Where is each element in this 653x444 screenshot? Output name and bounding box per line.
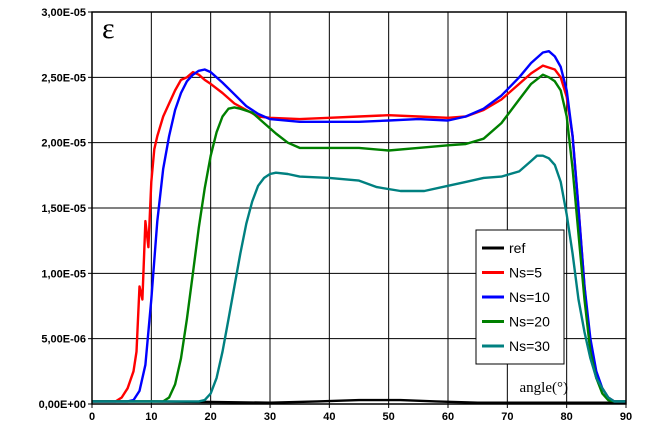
y-tick-label: 0,00E+00 [39, 399, 86, 411]
x-tick-label: 20 [205, 411, 217, 423]
legend-label-ref: ref [509, 240, 525, 256]
y-axis-ticks: 0,00E+00 5,00E-06 1,00E-05 1,50E-05 2,00E-05… [39, 7, 92, 411]
x-tick-label: 70 [501, 411, 513, 423]
series-line-ns-30 [92, 154, 626, 403]
series-lines [92, 50, 626, 404]
x-tick-label: 50 [383, 411, 395, 423]
y-tick-label: 5,00E-06 [41, 334, 86, 346]
series-line-ns-20 [92, 73, 626, 403]
x-tick-label: 40 [323, 411, 335, 423]
y-tick-label: 1,00E-05 [41, 268, 86, 280]
x-axis-ticks: 0 10 20 30 40 50 60 70 80 90 [89, 404, 632, 423]
series-line-ns-10 [92, 50, 626, 403]
x-tick-label: 90 [620, 411, 632, 423]
y-tick-label: 3,00E-05 [41, 7, 86, 19]
legend-label-ns-10: Ns=10 [509, 289, 550, 305]
x-tick-label: 80 [561, 411, 573, 423]
epsilon-symbol: ε [102, 12, 115, 45]
legend-label-ns-30: Ns=30 [509, 338, 550, 354]
y-tick-label: 2,50E-05 [41, 72, 86, 84]
legend-label-ns-5: Ns=5 [509, 265, 542, 281]
x-tick-label: 10 [145, 411, 157, 423]
x-axis-unit-label: angle(°) [520, 380, 568, 396]
x-tick-label: 60 [442, 411, 454, 423]
y-tick-label: 1,50E-05 [41, 203, 86, 215]
y-tick-label: 2,00E-05 [41, 138, 86, 150]
legend-label-ns-20: Ns=20 [509, 314, 550, 330]
x-tick-label: 0 [89, 411, 95, 423]
x-tick-label: 30 [264, 411, 276, 423]
legend: ref Ns=5 Ns=10 Ns=20 Ns=30 [475, 229, 565, 365]
